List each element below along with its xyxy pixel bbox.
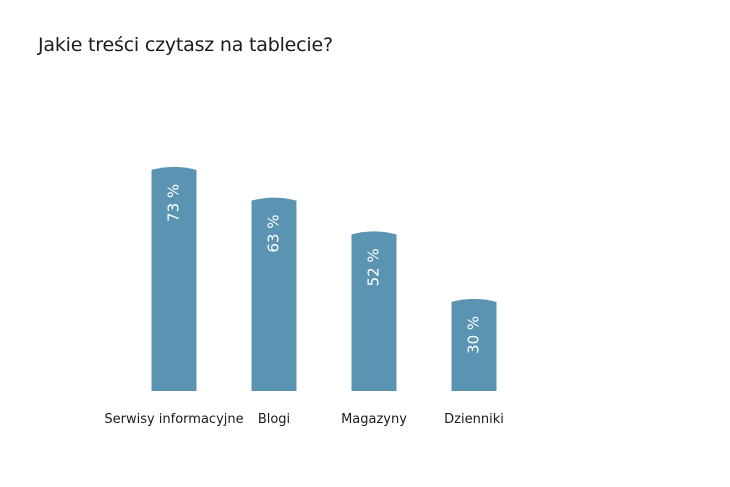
bar-value-label-0: 73 % [165, 184, 183, 222]
bar-3 [451, 298, 497, 391]
chart-title: Jakie treści czytasz na tablecie? [38, 34, 333, 56]
bar-2 [351, 231, 397, 391]
category-label-3: Dzienniki [444, 412, 504, 427]
bar-value-label-2: 52 % [365, 248, 383, 286]
bar-1 [251, 197, 297, 391]
category-label-0: Serwisy informacyjne [104, 412, 243, 427]
bar-value-label-1: 63 % [265, 215, 283, 253]
category-label-1: Blogi [258, 412, 290, 427]
bar-value-label-3: 30 % [465, 316, 483, 354]
category-label-2: Magazyny [341, 412, 407, 427]
bar-0 [151, 166, 197, 391]
